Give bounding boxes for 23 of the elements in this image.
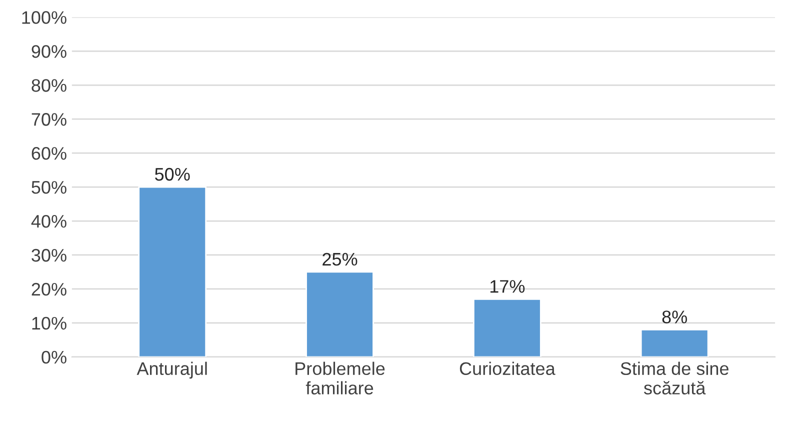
bar [640, 329, 709, 357]
data-label: 25% [322, 252, 358, 266]
x-tick-label: Stima de sine scăzută [620, 362, 728, 394]
x-tick-label: Curiozitatea [460, 362, 556, 376]
data-label: 8% [662, 310, 687, 324]
y-tick-label: 70% [32, 113, 66, 126]
y-tick-label: 0% [42, 350, 66, 364]
y-tick-label: 40% [31, 214, 66, 228]
y-tick-label: 10% [32, 316, 66, 330]
y-tick-label: 90% [32, 45, 66, 58]
data-label: 17% [490, 280, 525, 293]
bar [306, 271, 374, 357]
bar [138, 186, 207, 357]
y-tick-label: 100% [22, 11, 66, 24]
data-label: 50% [155, 168, 190, 181]
y-tick-label: 20% [32, 282, 66, 296]
y-tick-label: 50% [32, 180, 66, 194]
x-tick-label: Problemele familiare [296, 362, 385, 394]
y-tick-label: 60% [32, 147, 66, 160]
y-tick-label: 30% [32, 248, 66, 262]
x-tick-label: Anturajul [136, 362, 207, 379]
bar [473, 298, 542, 357]
y-tick-label: 80% [32, 79, 66, 92]
